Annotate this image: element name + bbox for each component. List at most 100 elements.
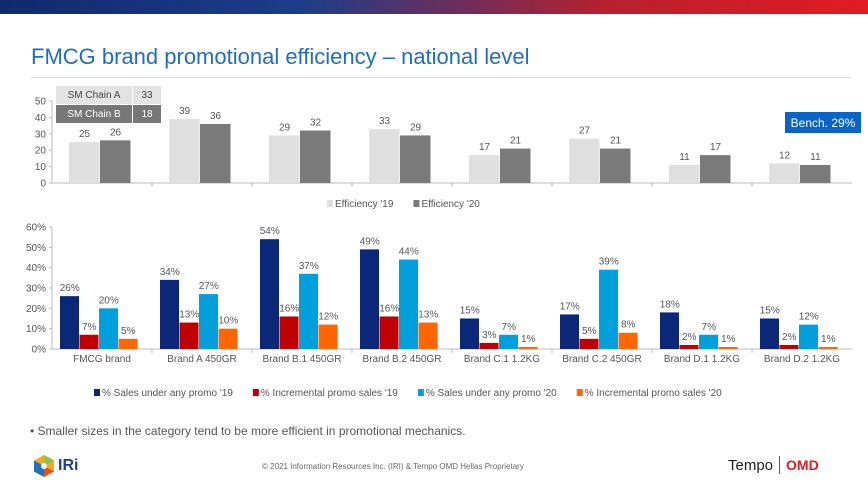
bar (579, 338, 599, 349)
y-tick-label: 30 (35, 129, 47, 140)
bar (269, 135, 300, 183)
data-label: 5% (121, 326, 136, 337)
y-tick-label: 10 (35, 162, 47, 173)
y-tick-label: 0% (32, 345, 47, 356)
legend-swatch (327, 200, 333, 207)
note-text: Smaller sizes in the category tend to be… (37, 424, 466, 438)
bar (179, 322, 199, 349)
tempo-omd-logo: Tempo OMD (728, 456, 819, 474)
y-tick-label: 40 (35, 113, 47, 124)
data-label: 5% (582, 326, 597, 337)
iri-logo: IRi (34, 455, 78, 477)
bar (379, 316, 399, 349)
data-label: 29 (279, 122, 291, 133)
bar (260, 239, 279, 349)
legend-label: Efficiency '19 (335, 199, 394, 210)
bar (318, 324, 338, 349)
data-label: 3% (482, 330, 497, 341)
data-label: 17 (710, 142, 722, 153)
data-label: 17% (560, 301, 580, 312)
data-label: 13% (179, 310, 199, 321)
data-label: 39% (599, 257, 619, 268)
bar (400, 135, 431, 183)
page-title: FMCG brand promotional efficiency – nati… (31, 44, 530, 69)
data-label: 27 (579, 126, 591, 137)
bar (599, 269, 618, 349)
top-gradient-bar (0, 0, 868, 14)
bar (700, 155, 731, 183)
y-tick-label: 50% (26, 243, 46, 254)
data-label: 12% (799, 312, 819, 323)
data-label: 17 (479, 142, 491, 153)
bar (60, 296, 79, 349)
bar (160, 279, 179, 349)
y-tick-label: 10% (26, 324, 46, 335)
data-label: 36 (210, 111, 222, 122)
x-tick-label: Brand A 450GR (167, 354, 237, 365)
data-label: 7% (82, 322, 97, 333)
omd-logo-text: OMD (786, 457, 819, 473)
data-label: 12 (779, 150, 791, 161)
y-tick-label: 60% (26, 223, 46, 234)
bar (100, 140, 131, 183)
bar (600, 148, 631, 183)
bar (79, 334, 99, 349)
bullet-note: • Smaller sizes in the category tend to … (30, 424, 466, 438)
y-tick-label: 30% (26, 284, 46, 295)
bar (500, 148, 531, 183)
data-label: 15% (760, 306, 780, 317)
data-label: 10% (218, 316, 238, 327)
bar (200, 123, 231, 183)
data-label: 29 (410, 122, 422, 133)
bar (218, 328, 238, 349)
legend-label: % Sales under any promo '20 (426, 388, 557, 399)
data-label: 44% (399, 247, 419, 258)
data-label: 1% (521, 334, 536, 345)
copyright: © 2021 Information Resources Inc. (IRI) … (262, 462, 524, 471)
data-label: 32 (310, 118, 322, 129)
legend-swatch (413, 200, 420, 207)
data-label: 20% (99, 295, 119, 306)
benchmark-badge: Bench. 29% (785, 112, 861, 133)
bar (479, 342, 499, 349)
bar (560, 314, 579, 349)
sm-chain-b-row: SM Chain B 18 (56, 105, 161, 123)
data-label: 8% (621, 320, 636, 331)
data-label: 11 (679, 152, 690, 163)
tempo-logo-text: Tempo (728, 456, 774, 474)
y-tick-label: 40% (26, 263, 46, 274)
data-label: 27% (199, 281, 219, 292)
data-label: 2% (682, 332, 697, 343)
sm-chain-value: 33 (132, 86, 161, 104)
data-label: 15% (460, 306, 480, 317)
data-label: 13% (418, 310, 438, 321)
sm-chain-label: SM Chain B (56, 105, 132, 123)
data-label: 25 (79, 129, 91, 140)
data-label: 37% (299, 261, 319, 272)
bar (360, 249, 379, 349)
bar (460, 318, 479, 349)
data-label: 26 (110, 127, 122, 138)
data-label: 33 (379, 116, 391, 127)
legend-label: Efficiency '20 (421, 199, 480, 210)
bar (369, 128, 400, 183)
x-tick-label: Brand C.2 450GR (562, 354, 642, 365)
bar (399, 259, 418, 349)
legend-label: % Sales under any promo '19 (102, 388, 233, 399)
bar (718, 346, 738, 349)
sm-chain-value: 18 (132, 105, 161, 123)
y-tick-label: 20% (26, 304, 46, 315)
legend-swatch (94, 389, 100, 396)
x-tick-label: Brand B.1 450GR (263, 354, 342, 365)
data-label: 7% (702, 322, 717, 333)
data-label: 16% (379, 303, 399, 314)
data-label: 7% (502, 322, 517, 333)
bar (769, 163, 800, 183)
bar (818, 346, 838, 349)
bar (618, 332, 638, 349)
data-label: 2% (782, 332, 797, 343)
bar (800, 164, 831, 183)
y-tick-label: 50 (35, 97, 47, 108)
x-tick-label: Brand D.1 1.2KG (664, 354, 740, 365)
iri-logo-text: IRi (58, 457, 79, 474)
